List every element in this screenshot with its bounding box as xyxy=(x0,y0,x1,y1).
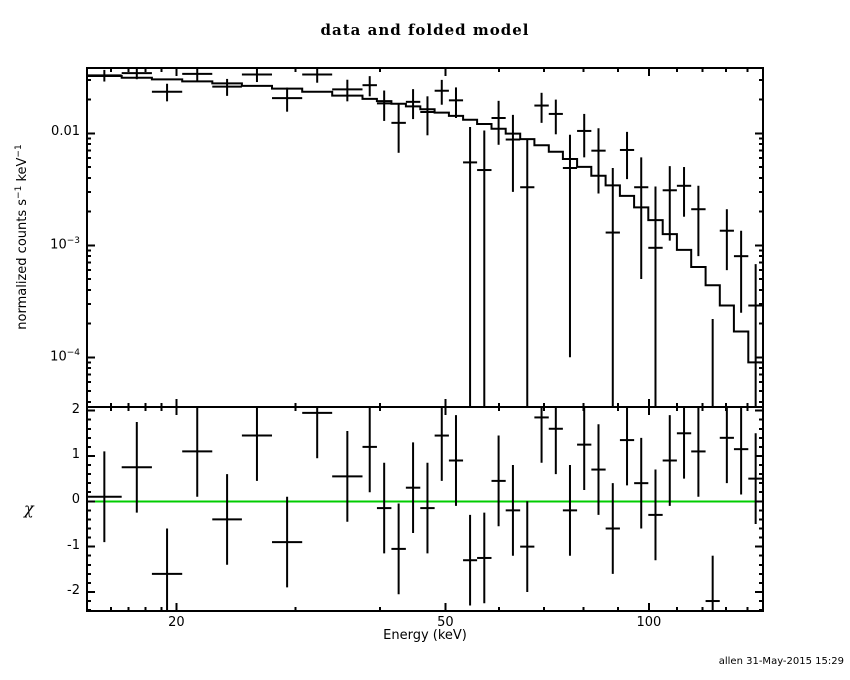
residual-data-points xyxy=(87,407,763,611)
residual-point xyxy=(705,555,720,611)
residual-point xyxy=(491,435,506,527)
y-axis-label-chi: χ xyxy=(24,499,34,518)
residual-point xyxy=(302,407,333,459)
residual-point xyxy=(676,407,692,479)
data-point xyxy=(605,168,620,407)
data-point xyxy=(434,79,449,105)
data-point xyxy=(619,131,635,180)
residual-point xyxy=(591,424,606,515)
data-point xyxy=(534,92,549,123)
data-point xyxy=(182,68,213,81)
data-point xyxy=(505,114,521,192)
data-point xyxy=(241,68,273,83)
x-tick-label: 50 xyxy=(437,615,454,630)
residual-point xyxy=(121,421,152,513)
residual-point xyxy=(405,442,421,534)
data-point xyxy=(691,185,706,257)
residual-point xyxy=(434,407,449,481)
axis-ticks xyxy=(87,68,763,612)
data-point xyxy=(448,87,464,119)
data-point xyxy=(591,128,606,194)
residual-point xyxy=(272,496,303,588)
residual-point xyxy=(391,503,406,595)
data-point xyxy=(719,209,734,271)
residual-point xyxy=(648,469,663,561)
y-tick-label: 10−3 xyxy=(50,236,80,253)
residual-point xyxy=(505,465,521,556)
residual-point xyxy=(562,465,578,556)
y-tick-label: 0 xyxy=(71,492,80,508)
y-tick-label: 2 xyxy=(71,401,80,417)
residual-point xyxy=(362,407,377,493)
model-step-line xyxy=(87,75,763,364)
x-tick-label: 20 xyxy=(168,615,185,630)
data-point xyxy=(648,186,663,407)
data-point xyxy=(748,264,763,407)
y-tick-label: -2 xyxy=(67,582,80,598)
data-point xyxy=(405,89,421,120)
residual-point xyxy=(691,407,706,497)
x-tick-label: 100 xyxy=(636,615,662,630)
residual-point xyxy=(182,407,213,497)
data-point xyxy=(151,83,183,102)
residual-point xyxy=(477,512,492,604)
residual-point xyxy=(151,528,183,611)
x-axis-label: Energy (keV) xyxy=(383,628,467,643)
residual-point xyxy=(463,514,478,606)
residual-point xyxy=(534,407,549,463)
residual-point xyxy=(332,431,363,522)
y-tick-label: 1 xyxy=(71,446,80,462)
y-tick-label: 0.01 xyxy=(51,124,80,140)
data-point xyxy=(420,96,435,136)
residual-point xyxy=(634,437,649,529)
residual-point xyxy=(605,483,620,574)
spectrum-data-points xyxy=(87,68,763,407)
data-point xyxy=(520,138,535,407)
residual-point xyxy=(577,407,592,490)
plot-title: data and folded model xyxy=(320,21,530,39)
residual-point xyxy=(212,474,242,565)
panel-frames xyxy=(86,67,764,612)
residual-point xyxy=(376,462,392,554)
residual-point xyxy=(420,462,435,554)
data-point xyxy=(733,230,749,313)
data-point xyxy=(634,157,649,280)
residual-point xyxy=(548,407,563,475)
residual-point xyxy=(748,433,763,524)
data-point xyxy=(548,99,563,135)
residual-point xyxy=(87,451,122,543)
data-point xyxy=(562,134,578,358)
residual-point xyxy=(619,407,635,486)
data-point xyxy=(302,68,333,83)
data-point xyxy=(362,76,377,97)
data-point xyxy=(376,90,392,121)
data-point xyxy=(662,166,677,241)
residual-point xyxy=(662,415,677,506)
data-point xyxy=(477,130,492,407)
data-point xyxy=(272,87,303,112)
y-tick-label: 10−4 xyxy=(50,348,80,365)
residual-point xyxy=(448,415,464,506)
data-point xyxy=(391,104,406,153)
residual-point xyxy=(733,407,749,495)
residual-point xyxy=(241,407,273,481)
data-point xyxy=(212,78,242,96)
residual-point xyxy=(520,501,535,592)
residual-point xyxy=(719,407,734,484)
data-point xyxy=(577,113,592,158)
data-point xyxy=(491,100,506,145)
data-point xyxy=(676,167,692,217)
credit-timestamp: allen 31-May-2015 15:29 xyxy=(718,656,844,667)
data-point xyxy=(332,79,363,102)
data-point xyxy=(463,126,478,407)
y-tick-label: -1 xyxy=(67,537,80,553)
